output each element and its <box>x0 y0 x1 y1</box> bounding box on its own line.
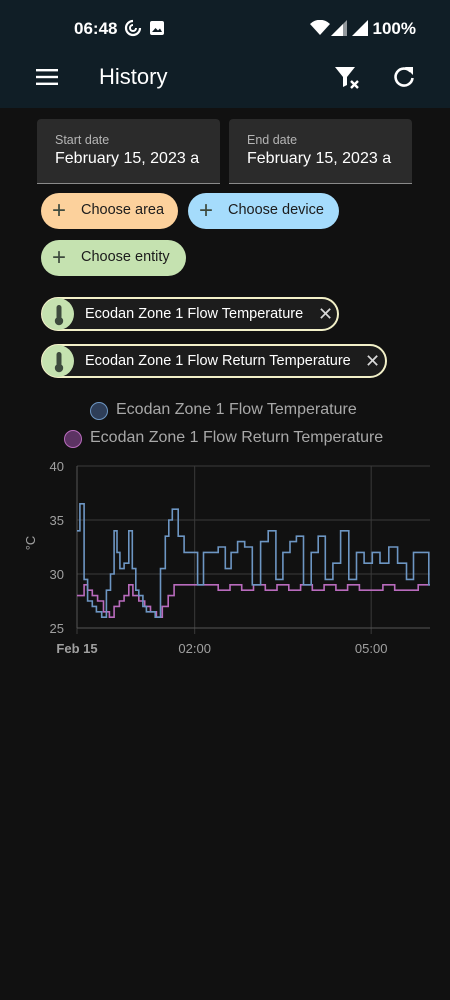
wifi-icon <box>310 19 330 41</box>
status-bar: 06:48 100% <box>0 0 450 56</box>
start-date-label: Start date <box>55 133 110 147</box>
menu-icon[interactable] <box>36 68 58 91</box>
y-tick-label: 40 <box>50 459 64 474</box>
entity-chip-label: Ecodan Zone 1 Flow Temperature <box>85 306 304 322</box>
start-date-field[interactable]: Start date February 15, 2023 a <box>37 119 220 184</box>
battery-level: 100% <box>372 19 416 38</box>
choose-entity-label: Choose entity <box>81 249 170 265</box>
legend-swatch <box>64 430 82 448</box>
legend-label: Ecodan Zone 1 Flow Temperature <box>116 401 357 418</box>
end-date-field[interactable]: End date February 15, 2023 a <box>229 119 412 184</box>
entity-chip-flow-return-temperature[interactable]: Ecodan Zone 1 Flow Return Temperature ✕ <box>41 344 387 378</box>
thermometer-icon <box>42 298 74 330</box>
app-bar: History <box>0 56 450 108</box>
history-chart[interactable]: 40 35 30 25 Feb 15 02:00 05:00 °C <box>0 455 450 675</box>
legend-label: Ecodan Zone 1 Flow Return Temperature <box>90 429 384 446</box>
y-tick-label: 30 <box>50 567 64 582</box>
thermometer-icon <box>42 345 74 377</box>
signal-icon <box>331 20 347 41</box>
sync-icon <box>124 19 142 42</box>
image-icon <box>149 20 165 41</box>
x-tick-label: 02:00 <box>178 641 211 656</box>
end-date-label: End date <box>247 133 298 147</box>
y-tick-label: 25 <box>50 621 64 636</box>
filter-remove-icon[interactable] <box>334 65 362 96</box>
choose-device-label: Choose device <box>228 202 324 218</box>
refresh-icon[interactable] <box>392 65 416 94</box>
start-date-value: February 15, 2023 a <box>55 150 200 167</box>
choose-area-label: Choose area <box>81 202 165 218</box>
entity-chip-flow-temperature[interactable]: Ecodan Zone 1 Flow Temperature ✕ <box>41 297 339 331</box>
series-line-flow-temperature <box>77 503 430 618</box>
plus-icon: + <box>52 197 67 224</box>
y-tick-label: 35 <box>50 513 64 528</box>
entity-chip-label: Ecodan Zone 1 Flow Return Temperature <box>85 353 351 369</box>
signal-icon <box>352 20 368 41</box>
choose-entity-button[interactable]: + Choose entity <box>41 240 186 276</box>
choose-device-button[interactable]: + Choose device <box>188 193 339 229</box>
status-time: 06:48 <box>74 19 118 38</box>
y-axis-label: °C <box>23 536 38 551</box>
plus-icon: + <box>199 197 214 224</box>
plus-icon: + <box>52 244 67 271</box>
series-line-flow-return-temperature <box>77 584 430 618</box>
choose-area-button[interactable]: + Choose area <box>41 193 178 229</box>
x-tick-label: Feb 15 <box>56 641 97 656</box>
close-icon[interactable]: ✕ <box>365 351 381 371</box>
end-date-value: February 15, 2023 a <box>247 150 392 167</box>
x-tick-label: 05:00 <box>355 641 388 656</box>
close-icon[interactable]: ✕ <box>318 304 334 324</box>
legend-swatch <box>90 402 108 420</box>
page-title: History <box>99 64 168 89</box>
